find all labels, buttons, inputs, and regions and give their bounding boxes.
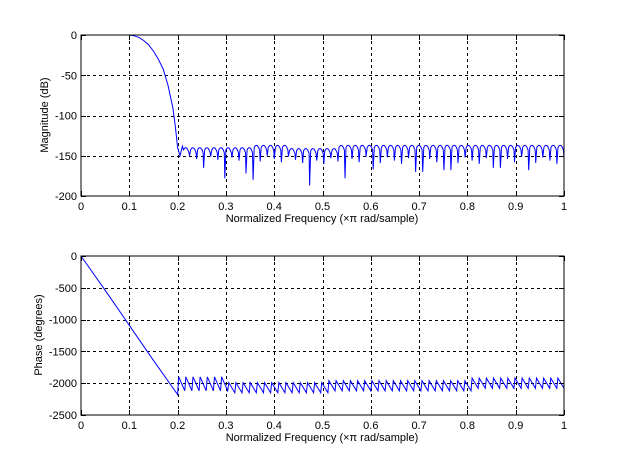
magnitude-x-tick-label: 0.8 [460,201,475,213]
phase-y-tick-label: -2500 [49,410,77,422]
magnitude-axes-frame [80,34,565,197]
magnitude-x-tick-label: 0 [78,201,84,213]
phase-x-tick-label: 0.9 [508,420,523,432]
magnitude-x-tick-label: 0.4 [267,201,282,213]
phase-x-tick-label: 0.3 [218,420,233,432]
phase-axes-frame [80,255,565,416]
magnitude-x-tick-label: 0.5 [315,201,330,213]
phase-y-axis-label: Phase (degrees) [33,294,45,375]
phase-x-tick-label: 0 [78,420,84,432]
phase-y-tick-label: -1000 [49,315,77,327]
magnitude-y-tick-label: -200 [55,191,77,203]
phase-y-tick-label: -2000 [49,378,77,390]
phase-axes: 0 0.1 0.2 0.3 0.4 0.5 0.6 0.7 0.8 0.9 1 0 -500 -1000 -… [33,251,567,444]
phase-trace [80,255,565,397]
magnitude-grid [81,35,564,196]
phase-x-axis-label: Normalized Frequency (×π rad/sample) [226,432,419,444]
phase-grid [81,256,564,415]
magnitude-x-tick-label: 0.3 [218,201,233,213]
phase-plot-area [81,256,564,415]
phase-y-tick-label: -1500 [49,346,77,358]
magnitude-y-tick-label: -150 [55,151,77,163]
magnitude-trace [81,34,565,186]
magnitude-x-tick-label: 0.6 [363,201,378,213]
phase-y-tick-label: -500 [55,283,77,295]
magnitude-y-tick-label: 0 [71,30,77,42]
phase-x-tick-label: 0.4 [267,420,282,432]
magnitude-y-tick-label: -100 [55,111,77,123]
phase-x-tick-label: 0.6 [363,420,378,432]
magnitude-axes: 0 0.1 0.2 0.3 0.4 0.5 0.6 0.7 0.8 0.9 1 0 -50 -100 -15… [39,30,567,225]
magnitude-x-tick-label: 0.7 [411,201,426,213]
phase-x-tick-label: 0.5 [315,420,330,432]
phase-x-tick-label: 0.8 [460,420,475,432]
magnitude-x-tick-label: 0.1 [122,201,137,213]
magnitude-y-tick-label: -50 [61,70,77,82]
magnitude-x-tick-label: 0.2 [170,201,185,213]
phase-x-tick-label: 0.1 [122,420,137,432]
magnitude-plot-area [81,35,564,196]
magnitude-ticks: 0 0.1 0.2 0.3 0.4 0.5 0.6 0.7 0.8 0.9 1 0 -50 -100 -15… [55,30,567,213]
magnitude-x-tick-label: 1 [561,201,567,213]
magnitude-x-axis-label: Normalized Frequency (×π rad/sample) [226,213,419,225]
phase-y-tick-label: 0 [71,251,77,263]
magnitude-x-tick-label: 0.9 [508,201,523,213]
phase-x-tick-label: 1 [561,420,567,432]
phase-x-tick-label: 0.2 [170,420,185,432]
magnitude-y-axis-label: Magnitude (dB) [39,77,51,152]
phase-ticks: 0 0.1 0.2 0.3 0.4 0.5 0.6 0.7 0.8 0.9 1 0 -500 -1000 -… [49,251,567,432]
phase-x-tick-label: 0.7 [411,420,426,432]
